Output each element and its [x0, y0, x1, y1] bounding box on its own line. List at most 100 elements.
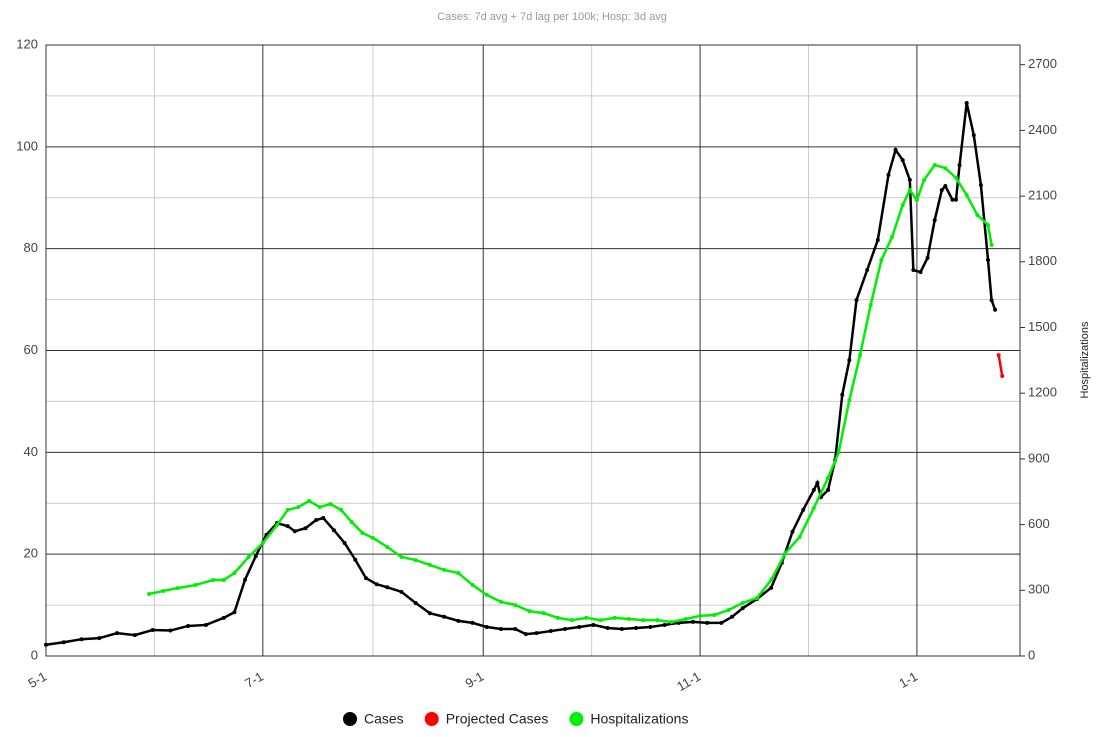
- legend-marker: [424, 712, 439, 726]
- x-tick-label: 5-1: [25, 669, 49, 691]
- data-point: [943, 184, 948, 189]
- data-point: [655, 618, 660, 623]
- data-point: [598, 618, 603, 623]
- legend-label: Projected Cases: [446, 711, 549, 727]
- data-point: [907, 187, 912, 192]
- data-point: [986, 223, 991, 228]
- data-point: [360, 530, 365, 535]
- data-point: [44, 642, 48, 647]
- data-point: [484, 592, 489, 597]
- data-point: [648, 624, 653, 629]
- data-point: [939, 188, 944, 193]
- data-point: [626, 616, 631, 621]
- data-point: [811, 488, 816, 493]
- y2-tick-label: 1200: [1028, 385, 1057, 400]
- data-point: [662, 622, 667, 627]
- data-point: [527, 609, 532, 614]
- data-point: [470, 620, 475, 625]
- data-point: [150, 628, 155, 633]
- data-point: [555, 615, 560, 620]
- y-tick-label: 0: [31, 647, 38, 662]
- x-tick-label: 7-1: [242, 669, 266, 691]
- data-point: [168, 628, 173, 633]
- data-point: [854, 298, 859, 303]
- data-point: [790, 529, 795, 534]
- legend: Cases Projected Cases Hospitalizations: [343, 711, 688, 727]
- data-point: [826, 475, 831, 480]
- data-point: [918, 270, 923, 275]
- chart-title: Cases: 7d avg + 7d lag per 100k; Hosp: 3…: [437, 11, 667, 23]
- data-point: [943, 166, 948, 171]
- y-tick-label: 100: [16, 138, 38, 153]
- data-point: [513, 627, 518, 632]
- data-point: [97, 636, 102, 641]
- data-point: [442, 567, 447, 572]
- series-line: [997, 354, 1004, 377]
- data-point: [801, 507, 806, 512]
- x-tick-label: 11-1: [674, 669, 703, 695]
- data-point: [246, 555, 251, 560]
- y2-tick-label: 1800: [1028, 253, 1057, 268]
- data-point: [740, 606, 745, 611]
- data-point: [413, 601, 418, 606]
- data-point: [954, 175, 959, 180]
- data-point: [879, 258, 884, 263]
- data-point: [541, 611, 546, 616]
- data-point: [317, 505, 322, 510]
- data-point: [363, 576, 368, 581]
- y2-tick-label: 2100: [1028, 188, 1057, 203]
- y-tick-label: 120: [16, 36, 38, 51]
- data-point: [712, 613, 717, 618]
- data-point: [914, 198, 919, 203]
- data-point: [932, 218, 937, 223]
- data-point: [221, 615, 226, 620]
- data-point: [115, 631, 120, 636]
- data-point: [605, 625, 610, 630]
- data-point: [243, 577, 248, 582]
- data-point: [826, 488, 831, 493]
- data-point: [840, 392, 845, 397]
- data-point: [470, 583, 475, 588]
- data-point: [211, 578, 216, 583]
- data-point: [875, 238, 880, 243]
- data-point: [740, 601, 745, 606]
- data-point: [221, 578, 226, 583]
- data-point: [619, 627, 624, 632]
- data-point: [886, 172, 891, 177]
- data-point: [353, 557, 358, 562]
- data-point: [61, 640, 66, 645]
- data-point: [634, 625, 639, 630]
- data-point: [612, 615, 617, 620]
- x-tick-label: 1-1: [896, 669, 920, 691]
- data-point: [548, 629, 553, 634]
- data-point: [769, 585, 774, 590]
- data-point: [911, 268, 916, 273]
- data-point: [783, 551, 788, 556]
- data-point: [925, 255, 930, 260]
- data-point: [698, 613, 703, 618]
- x-tick-label: 9-1: [463, 669, 487, 691]
- data-point: [754, 595, 759, 600]
- data-point: [690, 619, 695, 624]
- data-point: [971, 133, 976, 138]
- y2-tick-label: 2400: [1028, 122, 1057, 137]
- data-point: [730, 614, 735, 619]
- data-point: [1000, 373, 1005, 378]
- y2-tick-label: 1500: [1028, 319, 1057, 334]
- data-point: [577, 624, 582, 629]
- data-point: [260, 540, 265, 545]
- data-point: [641, 618, 646, 623]
- data-point: [705, 620, 710, 625]
- data-point: [964, 101, 969, 106]
- data-point: [328, 502, 333, 507]
- data-point: [847, 397, 852, 402]
- data-point: [858, 353, 863, 358]
- data-point: [371, 535, 376, 540]
- data-point: [285, 524, 290, 529]
- data-point: [342, 540, 347, 545]
- data-point: [292, 529, 297, 534]
- data-point: [385, 585, 390, 590]
- data-point: [584, 615, 589, 620]
- data-point: [591, 622, 596, 627]
